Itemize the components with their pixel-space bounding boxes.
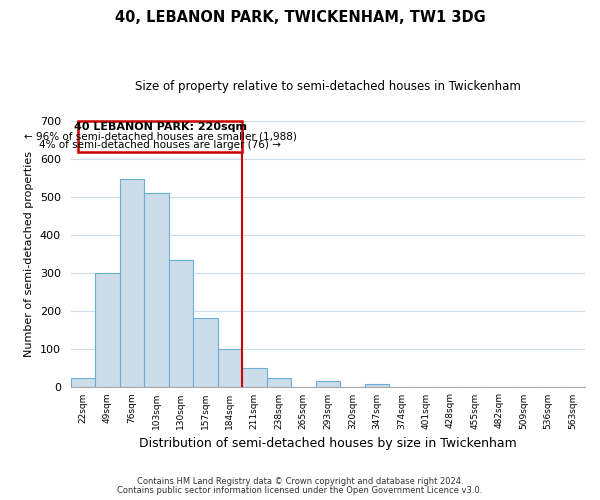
Text: 40, LEBANON PARK, TWICKENHAM, TW1 3DG: 40, LEBANON PARK, TWICKENHAM, TW1 3DG [115,10,485,25]
Text: 4% of semi-detached houses are larger (76) →: 4% of semi-detached houses are larger (7… [39,140,281,150]
Bar [242,368,266,388]
Bar [316,382,340,388]
Text: 40 LEBANON PARK: 220sqm: 40 LEBANON PARK: 220sqm [74,122,247,132]
Bar [169,260,193,388]
Text: Contains HM Land Registry data © Crown copyright and database right 2024.: Contains HM Land Registry data © Crown c… [137,477,463,486]
Bar [119,178,144,388]
X-axis label: Distribution of semi-detached houses by size in Twickenham: Distribution of semi-detached houses by … [139,437,517,450]
Y-axis label: Number of semi-detached properties: Number of semi-detached properties [24,151,34,357]
Title: Size of property relative to semi-detached houses in Twickenham: Size of property relative to semi-detach… [135,80,521,93]
Bar [218,350,242,388]
Bar [193,318,218,388]
Text: ← 96% of semi-detached houses are smaller (1,988): ← 96% of semi-detached houses are smalle… [23,132,296,141]
Bar [365,384,389,388]
Bar [71,378,95,388]
Bar [144,193,169,388]
Bar [266,378,291,388]
Bar [95,273,119,388]
Text: Contains public sector information licensed under the Open Government Licence v3: Contains public sector information licen… [118,486,482,495]
Bar [78,122,242,152]
